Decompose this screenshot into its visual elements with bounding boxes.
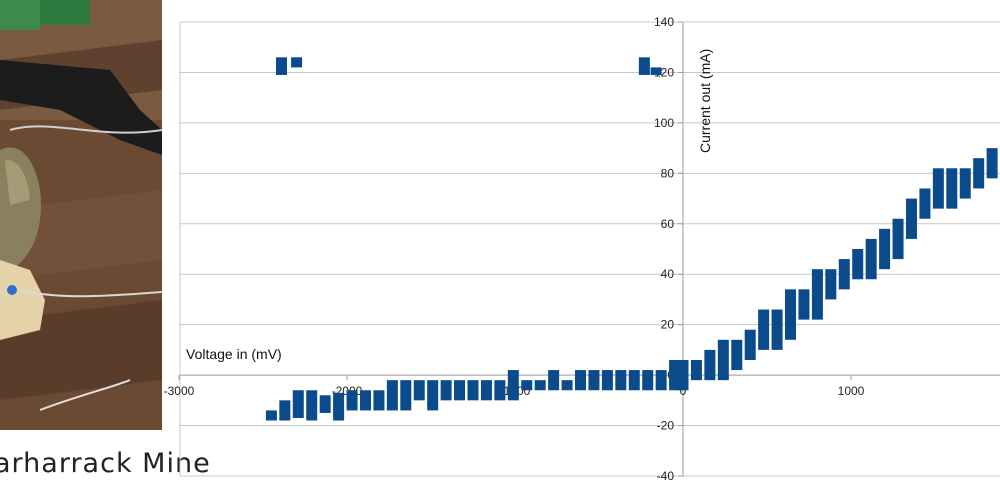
x-tick-label: 1000 bbox=[838, 384, 865, 398]
data-point bbox=[601, 370, 613, 391]
data-point bbox=[798, 289, 810, 320]
data-point bbox=[507, 370, 519, 401]
data-point bbox=[717, 339, 729, 381]
x-tick-label: -3000 bbox=[164, 384, 195, 398]
data-point bbox=[825, 269, 837, 300]
data-point bbox=[400, 380, 412, 411]
data-point bbox=[548, 370, 560, 391]
y-axis-title: Current out (mA) bbox=[697, 49, 713, 153]
data-point bbox=[440, 380, 452, 401]
data-point bbox=[494, 380, 506, 401]
data-point bbox=[480, 380, 492, 401]
y-tick-label: 100 bbox=[654, 116, 674, 130]
data-point bbox=[892, 218, 904, 260]
y-tick-label: -20 bbox=[657, 419, 675, 433]
data-point bbox=[333, 392, 345, 421]
data-point bbox=[306, 390, 318, 421]
x-tick-label: 0 bbox=[680, 384, 687, 398]
y-tick-label: 140 bbox=[654, 15, 674, 29]
data-point bbox=[534, 380, 546, 391]
data-point bbox=[677, 359, 689, 391]
data-point bbox=[638, 57, 650, 75]
data-point bbox=[973, 158, 985, 189]
data-point bbox=[905, 198, 917, 239]
data-point bbox=[454, 380, 466, 401]
mine-photo-image bbox=[0, 0, 162, 430]
data-point bbox=[413, 380, 425, 401]
data-point bbox=[785, 289, 797, 340]
data-point bbox=[771, 309, 783, 350]
data-point bbox=[521, 380, 533, 391]
data-point bbox=[628, 370, 640, 391]
grid-lines bbox=[180, 21, 1000, 477]
data-point bbox=[852, 249, 864, 280]
data-series bbox=[265, 57, 998, 421]
data-point bbox=[704, 349, 716, 381]
photo-caption: arharrack Mine bbox=[0, 448, 211, 479]
data-point bbox=[265, 410, 277, 421]
x-axis-title: Voltage in (mV) bbox=[186, 346, 282, 362]
data-point bbox=[642, 370, 654, 391]
data-point bbox=[946, 168, 958, 209]
mine-photo bbox=[0, 0, 162, 430]
data-point bbox=[467, 380, 479, 401]
data-point bbox=[292, 390, 304, 418]
y-tick-label: 60 bbox=[661, 217, 675, 231]
y-tick-label: 20 bbox=[661, 318, 675, 332]
y-tick-label: 80 bbox=[661, 166, 675, 180]
data-point bbox=[669, 359, 681, 391]
data-point bbox=[561, 380, 573, 391]
data-point bbox=[588, 370, 600, 391]
data-point bbox=[811, 269, 823, 320]
data-point bbox=[275, 57, 287, 75]
data-point bbox=[650, 67, 662, 75]
data-point bbox=[386, 380, 398, 411]
data-point bbox=[986, 148, 998, 179]
data-point bbox=[932, 168, 944, 209]
data-point bbox=[838, 259, 850, 290]
data-point bbox=[359, 390, 371, 411]
data-point bbox=[690, 359, 702, 381]
data-point bbox=[427, 380, 439, 411]
data-point bbox=[279, 400, 291, 421]
data-point bbox=[319, 395, 331, 413]
data-point bbox=[575, 370, 587, 391]
data-point bbox=[744, 329, 756, 360]
data-point bbox=[731, 339, 743, 371]
data-point bbox=[291, 57, 303, 68]
data-point bbox=[615, 370, 627, 391]
data-point bbox=[655, 370, 667, 391]
y-tick-label: 40 bbox=[661, 267, 675, 281]
data-point bbox=[919, 188, 931, 219]
data-point bbox=[865, 238, 877, 280]
data-point bbox=[758, 309, 770, 350]
data-point bbox=[346, 390, 358, 411]
data-point bbox=[959, 168, 971, 199]
y-tick-label: -40 bbox=[657, 469, 675, 483]
data-point bbox=[373, 390, 385, 411]
data-point bbox=[879, 228, 891, 270]
